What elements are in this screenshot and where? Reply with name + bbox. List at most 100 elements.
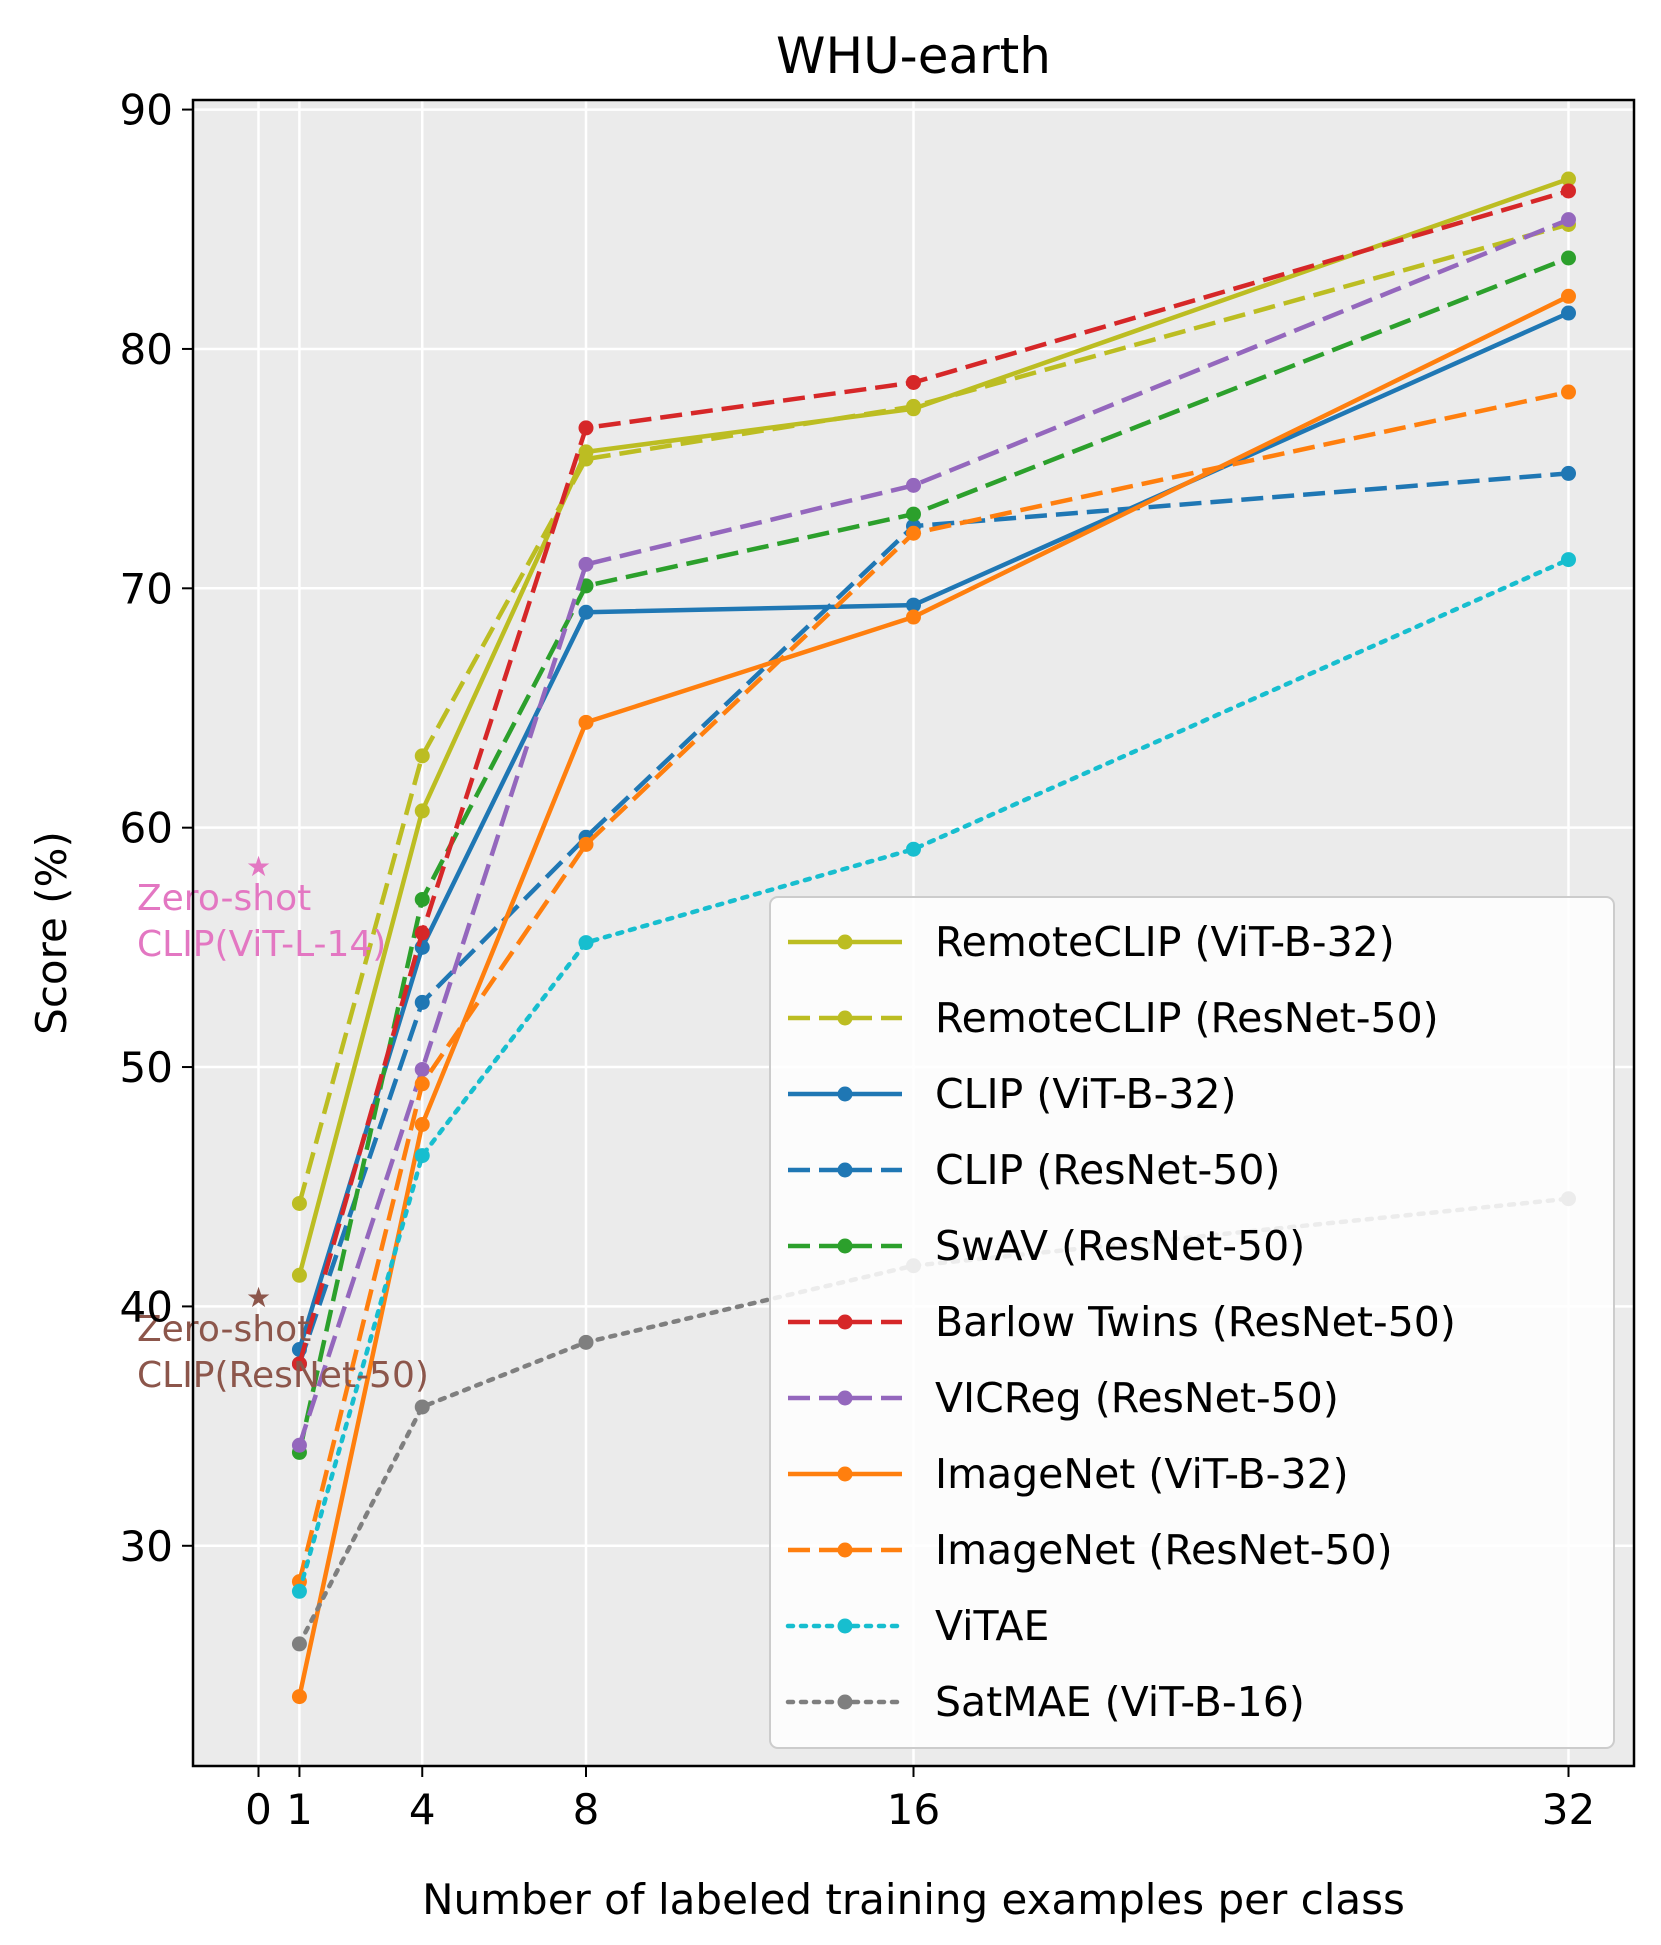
data-point bbox=[1561, 384, 1576, 400]
zero-shot-1: ★Zero-shot CLIP(ResNet-50) bbox=[137, 1281, 429, 1396]
y-tick-label: 90 bbox=[120, 86, 173, 135]
zero-shot-0: ★Zero-shot CLIP(ViT-L-14) bbox=[137, 850, 386, 965]
series-8 bbox=[291, 384, 1576, 1590]
data-point bbox=[291, 1437, 307, 1453]
data-point bbox=[1561, 183, 1576, 199]
legend-marker bbox=[837, 1694, 853, 1710]
data-point bbox=[414, 1399, 430, 1415]
data-point bbox=[1561, 552, 1576, 568]
y-tick-label: 40 bbox=[120, 1282, 173, 1331]
y-axis-title: Score (%) bbox=[27, 831, 76, 1035]
data-point bbox=[414, 925, 430, 941]
legend-label: RemoteCLIP (ViT-B-32) bbox=[935, 918, 1395, 966]
data-point bbox=[1561, 305, 1576, 321]
legend: RemoteCLIP (ViT-B-32) RemoteCLIP (ResNet-… bbox=[769, 896, 1615, 1749]
data-point bbox=[578, 604, 594, 620]
data-point bbox=[578, 836, 594, 852]
data-point bbox=[291, 1356, 307, 1372]
legend-item-10: SatMAE (ViT-B-16) bbox=[785, 1678, 1305, 1726]
y-tick-label: 60 bbox=[120, 804, 173, 853]
data-point bbox=[291, 1636, 307, 1652]
x-tick-label: 1 bbox=[286, 1785, 313, 1834]
legend-label: ImageNet (ViT-B-32) bbox=[935, 1450, 1349, 1498]
legend-box bbox=[769, 896, 1615, 1749]
data-point bbox=[578, 935, 594, 951]
series-line bbox=[297, 217, 1570, 1446]
y-tick-label: 30 bbox=[120, 1522, 173, 1571]
x-tick-label: 8 bbox=[573, 1785, 600, 1834]
zero-shot-label: CLIP(ResNet-50) bbox=[137, 1355, 429, 1396]
legend-marker bbox=[837, 1466, 853, 1482]
x-tick-label: 16 bbox=[887, 1785, 940, 1834]
zero-shot-label: Zero-shot bbox=[137, 1309, 311, 1350]
data-point bbox=[906, 506, 921, 522]
zero-shot-marker: ★ bbox=[246, 1281, 271, 1314]
legend-item-4: SwAV (ResNet-50) bbox=[788, 1222, 1305, 1270]
data-point bbox=[1561, 465, 1576, 481]
data-point bbox=[291, 1583, 307, 1599]
data-point bbox=[414, 1116, 430, 1132]
data-point bbox=[414, 994, 430, 1010]
data-point bbox=[414, 748, 430, 764]
legend-item-0: RemoteCLIP (ViT-B-32) bbox=[788, 918, 1395, 966]
data-point bbox=[578, 714, 594, 730]
legend-label: SwAV (ResNet-50) bbox=[935, 1222, 1305, 1270]
chart-title: WHU-earth bbox=[776, 27, 1051, 85]
zero-shot-label: Zero-shot bbox=[137, 878, 311, 919]
data-point bbox=[1561, 250, 1576, 266]
legend-label: RemoteCLIP (ResNet-50) bbox=[935, 994, 1439, 1042]
legend-label: CLIP (ResNet-50) bbox=[935, 1146, 1280, 1194]
legend-item-8: ImageNet (ResNet-50) bbox=[788, 1526, 1393, 1574]
legend-item-5: Barlow Twins (ResNet-50) bbox=[788, 1298, 1456, 1346]
data-point bbox=[414, 1148, 430, 1164]
legend-label: ViTAE bbox=[935, 1602, 1049, 1650]
legend-marker bbox=[837, 1086, 853, 1102]
data-point bbox=[906, 398, 921, 414]
legend-item-7: ImageNet (ViT-B-32) bbox=[788, 1450, 1349, 1498]
data-point bbox=[414, 891, 430, 907]
series-5 bbox=[291, 183, 1576, 1372]
y-tick-label: 50 bbox=[120, 1043, 173, 1092]
data-point bbox=[906, 841, 921, 857]
data-point bbox=[578, 451, 594, 467]
data-point bbox=[906, 374, 921, 390]
legend-marker bbox=[837, 1542, 853, 1558]
y-tick-label: 70 bbox=[120, 564, 173, 613]
data-point bbox=[414, 803, 430, 819]
data-point bbox=[906, 525, 921, 541]
x-tick-label: 32 bbox=[1542, 1785, 1595, 1834]
legend-marker bbox=[837, 934, 853, 950]
data-point bbox=[291, 1195, 307, 1211]
series-line bbox=[297, 389, 1569, 1583]
data-point bbox=[291, 1689, 307, 1705]
data-point bbox=[414, 939, 430, 955]
legend-label: VICReg (ResNet-50) bbox=[935, 1374, 1339, 1422]
data-point bbox=[414, 1061, 430, 1077]
series-9 bbox=[291, 552, 1576, 1599]
legend-marker bbox=[837, 1010, 853, 1026]
zero-shot-label: CLIP(ViT-L-14) bbox=[137, 924, 386, 965]
legend-marker bbox=[837, 1390, 853, 1406]
legend-label: CLIP (ViT-B-32) bbox=[935, 1070, 1237, 1118]
legend-item-1: RemoteCLIP (ResNet-50) bbox=[788, 994, 1439, 1042]
y-tick-label: 80 bbox=[120, 325, 173, 374]
x-axis-title: Number of labeled training examples per … bbox=[422, 1875, 1405, 1924]
legend-marker bbox=[837, 1618, 853, 1634]
legend-label: Barlow Twins (ResNet-50) bbox=[935, 1298, 1456, 1346]
legend-item-9: ViTAE bbox=[785, 1602, 1049, 1650]
axes: 0 1 4 8 16 32 30 40 50 60 70 80 90 bbox=[120, 86, 1596, 1834]
series-layer bbox=[291, 171, 1576, 1705]
data-point bbox=[1561, 288, 1576, 304]
data-point bbox=[291, 1267, 307, 1283]
legend-marker bbox=[837, 1162, 853, 1178]
legend-label: ImageNet (ResNet-50) bbox=[935, 1526, 1393, 1574]
legend-marker bbox=[837, 1314, 853, 1330]
legend-item-6: VICReg (ResNet-50) bbox=[788, 1374, 1339, 1422]
series-6 bbox=[291, 212, 1576, 1453]
data-point bbox=[414, 1076, 430, 1092]
data-point bbox=[1561, 212, 1576, 228]
data-point bbox=[578, 1334, 594, 1350]
x-tick-label: 4 bbox=[409, 1785, 436, 1834]
data-point bbox=[906, 609, 921, 625]
